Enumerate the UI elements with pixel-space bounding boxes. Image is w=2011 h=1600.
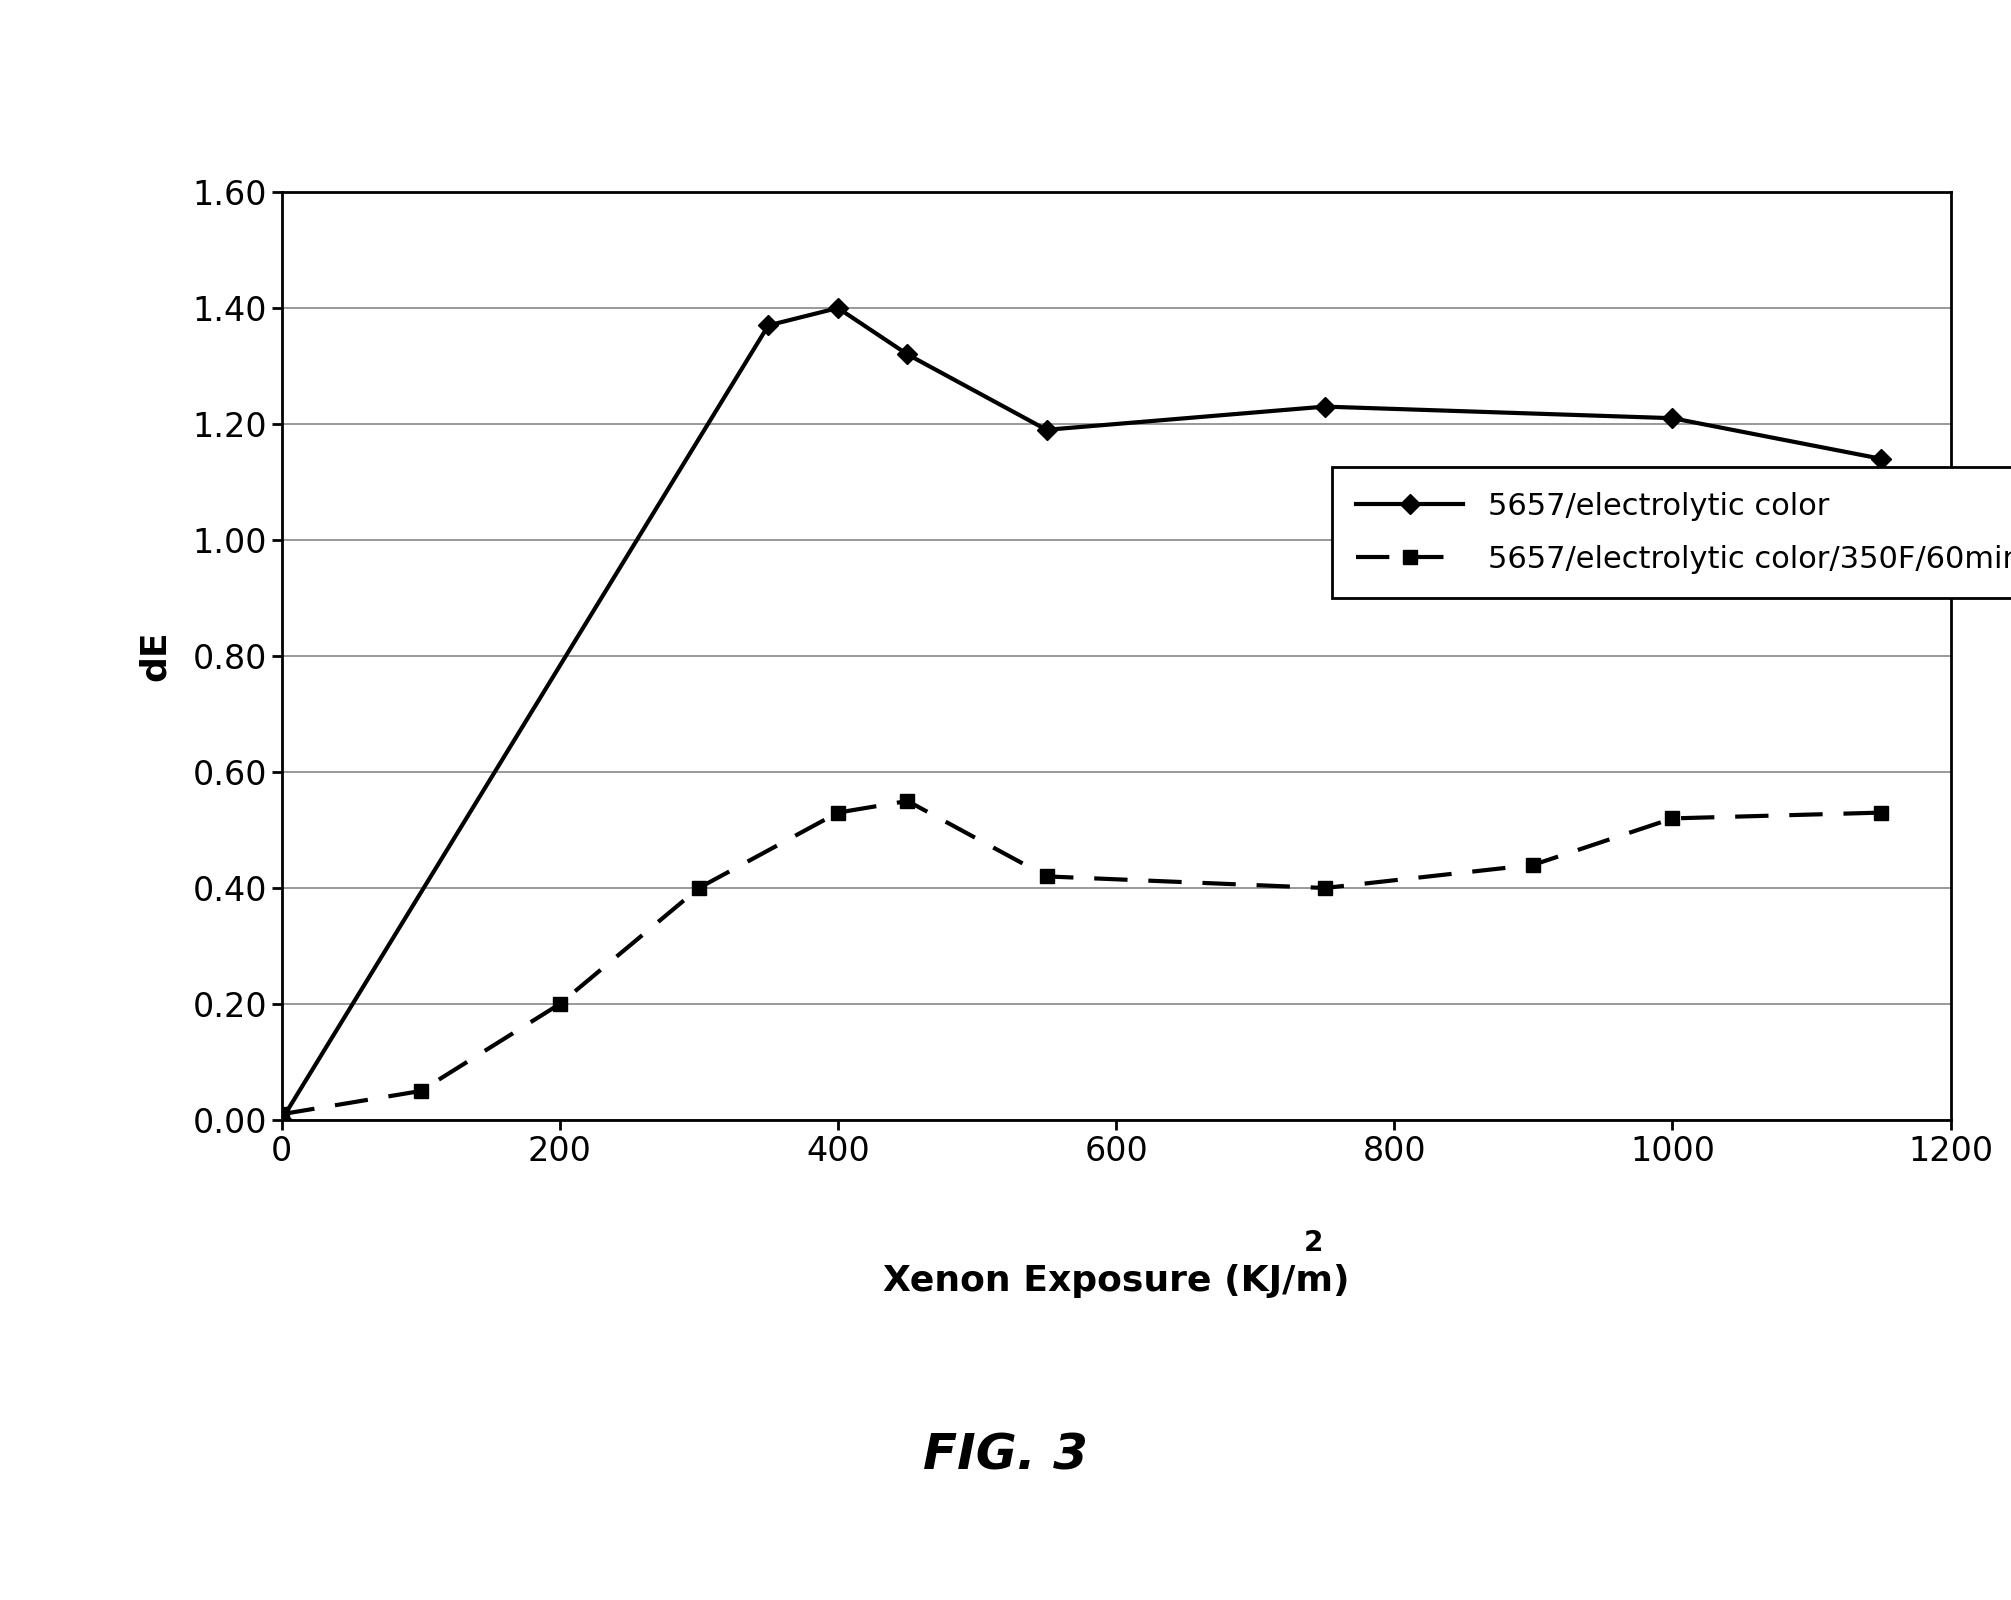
- Y-axis label: dE: dE: [137, 630, 171, 682]
- Text: FIG. 3: FIG. 3: [923, 1432, 1088, 1480]
- 5657/electrolytic color/350F/60min: [895, 792, 919, 811]
- 5657/electrolytic color/350F/60min: [1661, 810, 1685, 829]
- 5657/electrolytic color/350F/60min: [408, 1082, 432, 1101]
- Legend: 5657/electrolytic color, 5657/electrolytic color/350F/60min: 5657/electrolytic color, 5657/electrolyt…: [1331, 467, 2011, 598]
- 5657/electrolytic color: [756, 315, 780, 334]
- Text: Xenon Exposure (KJ/m): Xenon Exposure (KJ/m): [883, 1264, 1349, 1298]
- 5657/electrolytic color: [1313, 397, 1337, 416]
- 5657/electrolytic color/350F/60min: [1313, 878, 1337, 898]
- 5657/electrolytic color/350F/60min: [1868, 803, 1892, 822]
- 5657/electrolytic color/350F/60min: [1520, 854, 1544, 874]
- 5657/electrolytic color: [1661, 408, 1685, 427]
- 5657/electrolytic color: [1868, 450, 1892, 469]
- 5657/electrolytic color/350F/60min: [547, 995, 571, 1014]
- Line: 5657/electrolytic color: 5657/electrolytic color: [276, 301, 1888, 1126]
- 5657/electrolytic color/350F/60min: [686, 878, 712, 898]
- 5657/electrolytic color: [269, 1110, 294, 1130]
- 5657/electrolytic color: [827, 298, 851, 317]
- 5657/electrolytic color/350F/60min: [1034, 867, 1058, 886]
- Line: 5657/electrolytic color/350F/60min: 5657/electrolytic color/350F/60min: [276, 794, 1888, 1122]
- 5657/electrolytic color: [1034, 421, 1058, 440]
- 5657/electrolytic color/350F/60min: [827, 803, 851, 822]
- 5657/electrolytic color/350F/60min: [269, 1104, 294, 1123]
- Text: 2: 2: [1303, 1229, 1323, 1258]
- 5657/electrolytic color: [895, 346, 919, 365]
